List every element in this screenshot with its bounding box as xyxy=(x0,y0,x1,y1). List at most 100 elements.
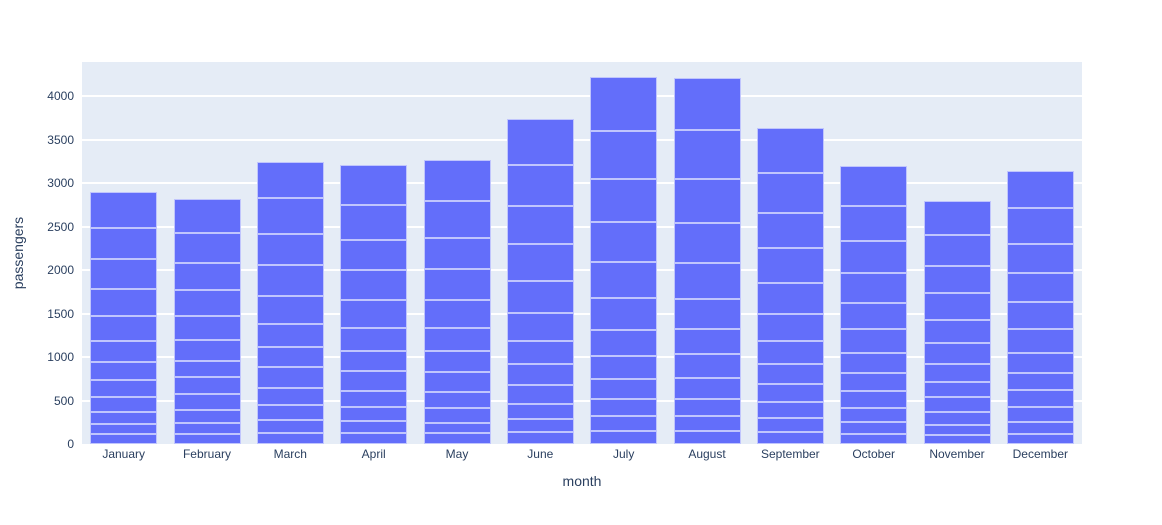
bar-segment[interactable] xyxy=(923,319,991,344)
bar-segment[interactable] xyxy=(673,354,741,378)
bar-segment[interactable] xyxy=(923,234,991,267)
bar-segment[interactable] xyxy=(673,416,741,432)
bar-segment[interactable] xyxy=(756,212,824,248)
bar-april[interactable] xyxy=(340,165,408,444)
bar-segment[interactable] xyxy=(423,201,491,238)
bar-segment[interactable] xyxy=(756,247,824,284)
bar-segment[interactable] xyxy=(756,172,824,213)
bar-segment[interactable] xyxy=(756,283,824,314)
bar-segment[interactable] xyxy=(423,407,491,423)
bar-august[interactable] xyxy=(673,77,741,444)
bar-segment[interactable] xyxy=(340,239,408,271)
bar-segment[interactable] xyxy=(90,191,158,228)
bar-segment[interactable] xyxy=(423,237,491,270)
bar-segment[interactable] xyxy=(90,288,158,317)
bar-segment[interactable] xyxy=(90,379,158,397)
bar-segment[interactable] xyxy=(173,340,241,361)
bar-june[interactable] xyxy=(506,118,574,444)
bar-segment[interactable] xyxy=(673,431,741,444)
bar-segment[interactable] xyxy=(840,422,908,434)
bar-segment[interactable] xyxy=(506,403,574,420)
bar-segment[interactable] xyxy=(923,293,991,320)
bar-segment[interactable] xyxy=(90,434,158,444)
bar-segment[interactable] xyxy=(923,364,991,382)
bar-segment[interactable] xyxy=(256,233,324,266)
bar-segment[interactable] xyxy=(590,131,658,180)
bar-segment[interactable] xyxy=(673,178,741,223)
bar-segment[interactable] xyxy=(506,363,574,385)
bar-segment[interactable] xyxy=(506,165,574,207)
bar-segment[interactable] xyxy=(673,222,741,264)
bar-segment[interactable] xyxy=(840,373,908,392)
bar-segment[interactable] xyxy=(1006,302,1074,329)
bar-segment[interactable] xyxy=(756,402,824,419)
bar-february[interactable] xyxy=(173,198,241,444)
bar-segment[interactable] xyxy=(923,434,991,444)
bar-november[interactable] xyxy=(923,201,991,444)
bar-segment[interactable] xyxy=(173,433,241,444)
bar-segment[interactable] xyxy=(256,387,324,405)
bar-segment[interactable] xyxy=(340,370,408,392)
bar-segment[interactable] xyxy=(506,384,574,404)
bar-segment[interactable] xyxy=(923,201,991,235)
bar-segment[interactable] xyxy=(1006,421,1074,434)
bar-segment[interactable] xyxy=(840,433,908,444)
bar-segment[interactable] xyxy=(1006,433,1074,444)
bar-segment[interactable] xyxy=(256,198,324,234)
bar-segment[interactable] xyxy=(506,340,574,364)
bar-segment[interactable] xyxy=(256,404,324,421)
bar-segment[interactable] xyxy=(90,259,158,289)
bar-segment[interactable] xyxy=(506,419,574,433)
bar-segment[interactable] xyxy=(90,424,158,435)
bar-segment[interactable] xyxy=(340,205,408,240)
bar-segment[interactable] xyxy=(673,77,741,131)
bar-segment[interactable] xyxy=(756,313,824,342)
bar-january[interactable] xyxy=(90,191,158,444)
bar-segment[interactable] xyxy=(90,340,158,362)
bar-segment[interactable] xyxy=(423,391,491,408)
bar-segment[interactable] xyxy=(923,397,991,413)
bar-segment[interactable] xyxy=(1006,372,1074,391)
bar-segment[interactable] xyxy=(1006,243,1074,273)
bar-september[interactable] xyxy=(756,128,824,444)
bar-segment[interactable] xyxy=(756,363,824,385)
bar-segment[interactable] xyxy=(506,280,574,314)
bar-segment[interactable] xyxy=(423,328,491,352)
bar-segment[interactable] xyxy=(340,327,408,351)
bar-segment[interactable] xyxy=(340,391,408,407)
bar-segment[interactable] xyxy=(340,406,408,422)
bar-segment[interactable] xyxy=(423,300,491,328)
bar-segment[interactable] xyxy=(590,356,658,380)
bar-segment[interactable] xyxy=(590,221,658,263)
bar-segment[interactable] xyxy=(173,360,241,378)
bar-segment[interactable] xyxy=(173,198,241,233)
bar-segment[interactable] xyxy=(256,323,324,348)
bar-segment[interactable] xyxy=(923,343,991,365)
bar-segment[interactable] xyxy=(256,367,324,388)
bar-segment[interactable] xyxy=(1006,208,1074,244)
bar-segment[interactable] xyxy=(840,302,908,330)
bar-segment[interactable] xyxy=(506,432,574,444)
bar-segment[interactable] xyxy=(673,263,741,299)
bar-segment[interactable] xyxy=(840,205,908,242)
bar-segment[interactable] xyxy=(423,433,491,444)
bar-segment[interactable] xyxy=(590,329,658,357)
bar-segment[interactable] xyxy=(1006,328,1074,353)
bar-segment[interactable] xyxy=(340,421,408,433)
bar-segment[interactable] xyxy=(840,408,908,423)
bar-segment[interactable] xyxy=(90,396,158,412)
bar-segment[interactable] xyxy=(840,165,908,206)
bar-segment[interactable] xyxy=(423,160,491,202)
bar-segment[interactable] xyxy=(923,412,991,426)
bar-segment[interactable] xyxy=(90,227,158,260)
bar-segment[interactable] xyxy=(340,165,408,206)
bar-segment[interactable] xyxy=(840,353,908,374)
bar-segment[interactable] xyxy=(590,179,658,222)
bar-segment[interactable] xyxy=(673,130,741,179)
bar-segment[interactable] xyxy=(590,379,658,400)
bar-segment[interactable] xyxy=(756,341,824,364)
bar-march[interactable] xyxy=(256,162,324,444)
bar-segment[interactable] xyxy=(1006,407,1074,422)
bar-segment[interactable] xyxy=(173,290,241,317)
bar-segment[interactable] xyxy=(673,399,741,417)
